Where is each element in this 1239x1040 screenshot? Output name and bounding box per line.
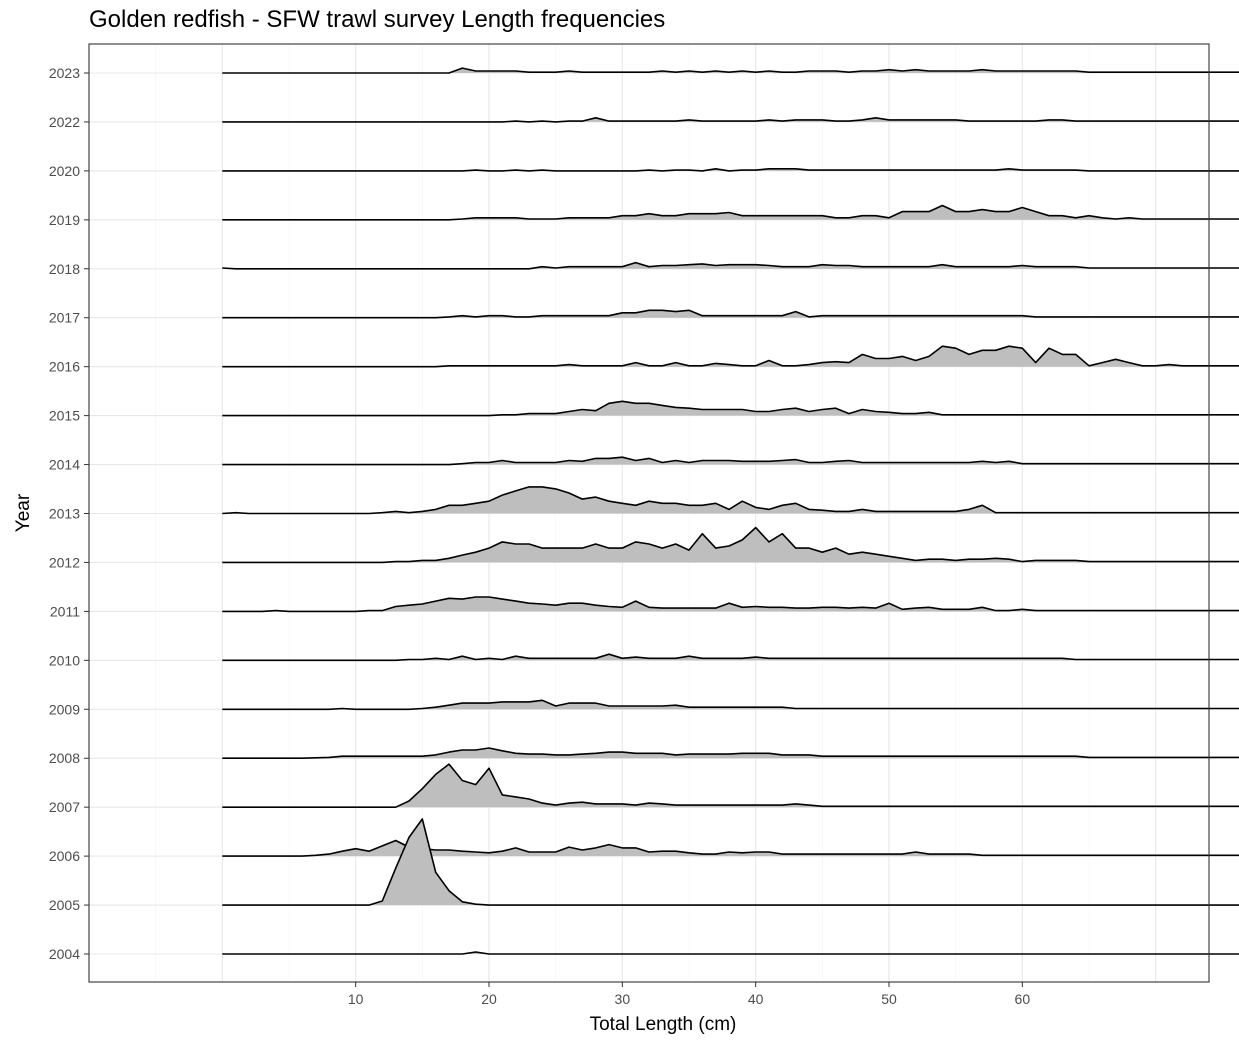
y-tick-label: 2010 bbox=[49, 652, 80, 668]
ridge-2022 bbox=[222, 117, 1239, 123]
chart-title: Golden redfish - SFW trawl survey Length… bbox=[89, 6, 665, 33]
ridges bbox=[222, 67, 1239, 955]
ridge-2008 bbox=[222, 747, 1239, 759]
ridge-area-2015 bbox=[222, 401, 1239, 416]
ridge-line-2005 bbox=[222, 818, 1239, 906]
x-axis: 10 20 30 40 50 60 bbox=[348, 982, 1030, 1007]
x-axis-title: Total Length (cm) bbox=[590, 1014, 737, 1035]
ridge-2016 bbox=[222, 345, 1239, 368]
y-tick-label: 2009 bbox=[49, 701, 80, 717]
x-tick-label: 50 bbox=[881, 991, 897, 1007]
ridge-line-2020 bbox=[222, 168, 1239, 172]
y-tick-label: 2018 bbox=[49, 261, 80, 277]
ridge-2007 bbox=[222, 763, 1239, 808]
ridge-line-2019 bbox=[222, 204, 1239, 221]
ridge-2009 bbox=[222, 699, 1239, 711]
x-tick-label: 30 bbox=[615, 991, 631, 1007]
y-tick-label: 2023 bbox=[49, 65, 80, 81]
ridge-2005 bbox=[222, 818, 1239, 906]
y-tick-label: 2014 bbox=[49, 457, 80, 473]
ridge-line-2011 bbox=[222, 596, 1239, 613]
ridge-2011 bbox=[222, 596, 1239, 613]
y-tick-label: 2004 bbox=[49, 946, 80, 962]
ridge-line-2006 bbox=[222, 839, 1239, 857]
y-tick-label: 2011 bbox=[50, 603, 80, 619]
y-tick-label: 2006 bbox=[49, 848, 80, 864]
ridge-line-2015 bbox=[222, 400, 1239, 417]
ridge-line-2007 bbox=[222, 763, 1239, 808]
ridge-2004 bbox=[222, 951, 1239, 955]
ridge-2013 bbox=[222, 486, 1239, 515]
y-tick-label: 2017 bbox=[49, 310, 80, 326]
y-tick-label: 2005 bbox=[49, 897, 80, 913]
y-axis: 2004 2005 2006 2007 2008 2009 2010 2011 2012 2013… bbox=[49, 65, 89, 962]
ridge-2023 bbox=[222, 67, 1239, 74]
y-tick-label: 2008 bbox=[49, 750, 80, 766]
ridge-line-2008 bbox=[222, 747, 1239, 759]
ridge-2020 bbox=[222, 168, 1239, 172]
ridge-line-2017 bbox=[222, 309, 1239, 319]
ridge-2014 bbox=[222, 456, 1239, 466]
ridge-line-2016 bbox=[222, 345, 1239, 368]
ridge-area-2009 bbox=[222, 700, 1239, 710]
y-axis-title: Year bbox=[13, 493, 34, 532]
y-tick-label: 2007 bbox=[49, 799, 80, 815]
ridge-2019 bbox=[222, 204, 1239, 221]
y-tick-label: 2016 bbox=[49, 359, 80, 375]
ridge-area-2016 bbox=[222, 346, 1239, 367]
y-tick-label: 2012 bbox=[49, 554, 80, 570]
ridge-area-2007 bbox=[222, 764, 1239, 808]
ridge-2015 bbox=[222, 400, 1239, 417]
y-tick-label: 2019 bbox=[49, 212, 80, 228]
ridge-2018 bbox=[222, 261, 1239, 270]
ridge-line-2013 bbox=[222, 486, 1239, 515]
ridge-line-2014 bbox=[222, 456, 1239, 466]
ridge-area-2019 bbox=[222, 205, 1239, 220]
y-tick-label: 2015 bbox=[49, 408, 80, 424]
ridge-line-2018 bbox=[222, 261, 1239, 270]
ridge-line-2004 bbox=[222, 951, 1239, 955]
ridge-area-2005 bbox=[222, 819, 1239, 906]
ridge-area-2012 bbox=[222, 527, 1239, 563]
ridge-line-2010 bbox=[222, 653, 1239, 662]
x-tick-label: 60 bbox=[1015, 991, 1031, 1007]
ridge-line-2022 bbox=[222, 117, 1239, 123]
y-tick-label: 2020 bbox=[49, 163, 80, 179]
ridge-line-2012 bbox=[222, 526, 1239, 564]
ridge-2012 bbox=[222, 526, 1239, 564]
x-tick-label: 40 bbox=[748, 991, 764, 1007]
ridge-line-2023 bbox=[222, 67, 1239, 74]
x-tick-label: 10 bbox=[348, 991, 364, 1007]
ridge-2017 bbox=[222, 309, 1239, 319]
y-tick-label: 2013 bbox=[49, 506, 80, 522]
x-tick-label: 20 bbox=[481, 991, 497, 1007]
y-tick-label: 2022 bbox=[49, 114, 80, 130]
ridge-2006 bbox=[222, 839, 1239, 857]
ridge-2010 bbox=[222, 653, 1239, 662]
ridge-line-2009 bbox=[222, 699, 1239, 711]
